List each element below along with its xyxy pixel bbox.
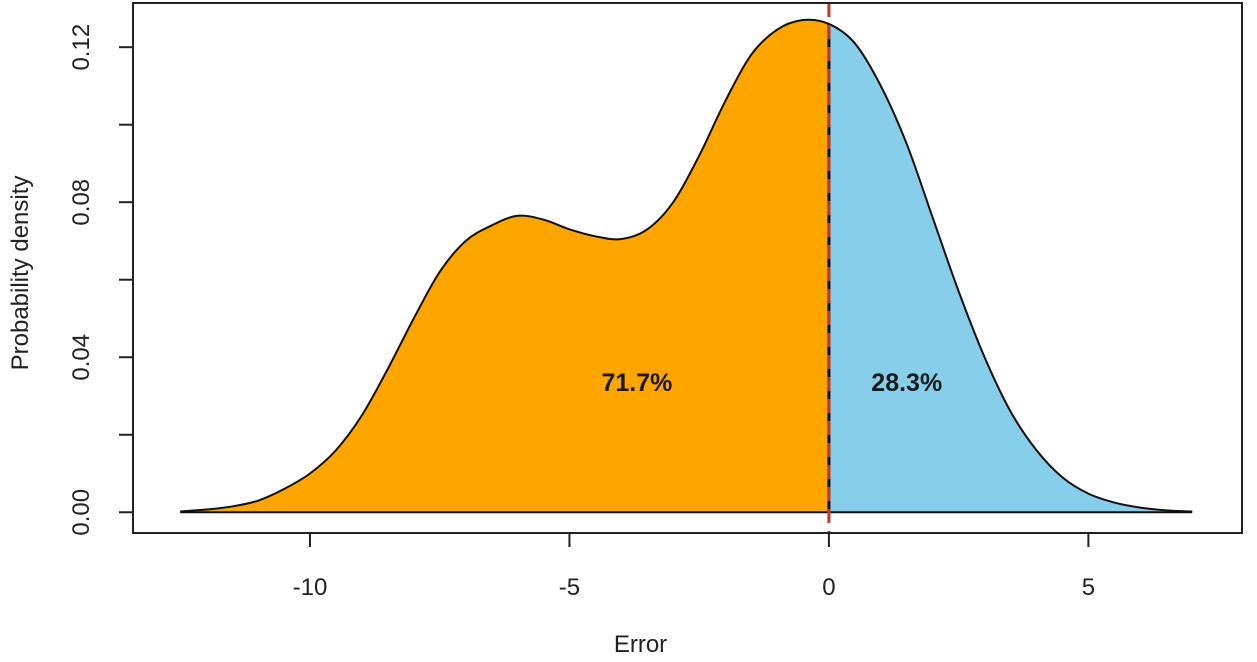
area-percent-label: 28.3% — [871, 369, 942, 397]
density-curve-line — [180, 18, 1193, 513]
y-axis-title: Probability density — [7, 176, 34, 371]
y-tick-label: 0.00 — [68, 489, 95, 536]
area-labels: 71.7% 28.3% — [601, 369, 942, 397]
x-tick-label: 0 — [822, 574, 835, 601]
x-tick-label: -5 — [559, 574, 580, 601]
x-axis-title: Error — [614, 631, 667, 658]
x-axis: -10 -5 0 5 — [293, 532, 1095, 601]
area-above-zero — [828, 23, 1193, 513]
density-curve-layer — [180, 18, 1193, 514]
y-tick-label: 0.12 — [68, 24, 95, 71]
y-axis: 0.00 0.04 0.08 0.12 — [68, 24, 134, 536]
area-below-zero — [180, 19, 829, 513]
y-tick-label: 0.08 — [68, 179, 95, 226]
x-tick-label: 5 — [1082, 574, 1095, 601]
x-tick-label: -10 — [293, 574, 328, 601]
density-areas — [180, 19, 1193, 513]
area-percent-label: 71.7% — [601, 369, 672, 397]
y-tick-label: 0.04 — [68, 334, 95, 381]
